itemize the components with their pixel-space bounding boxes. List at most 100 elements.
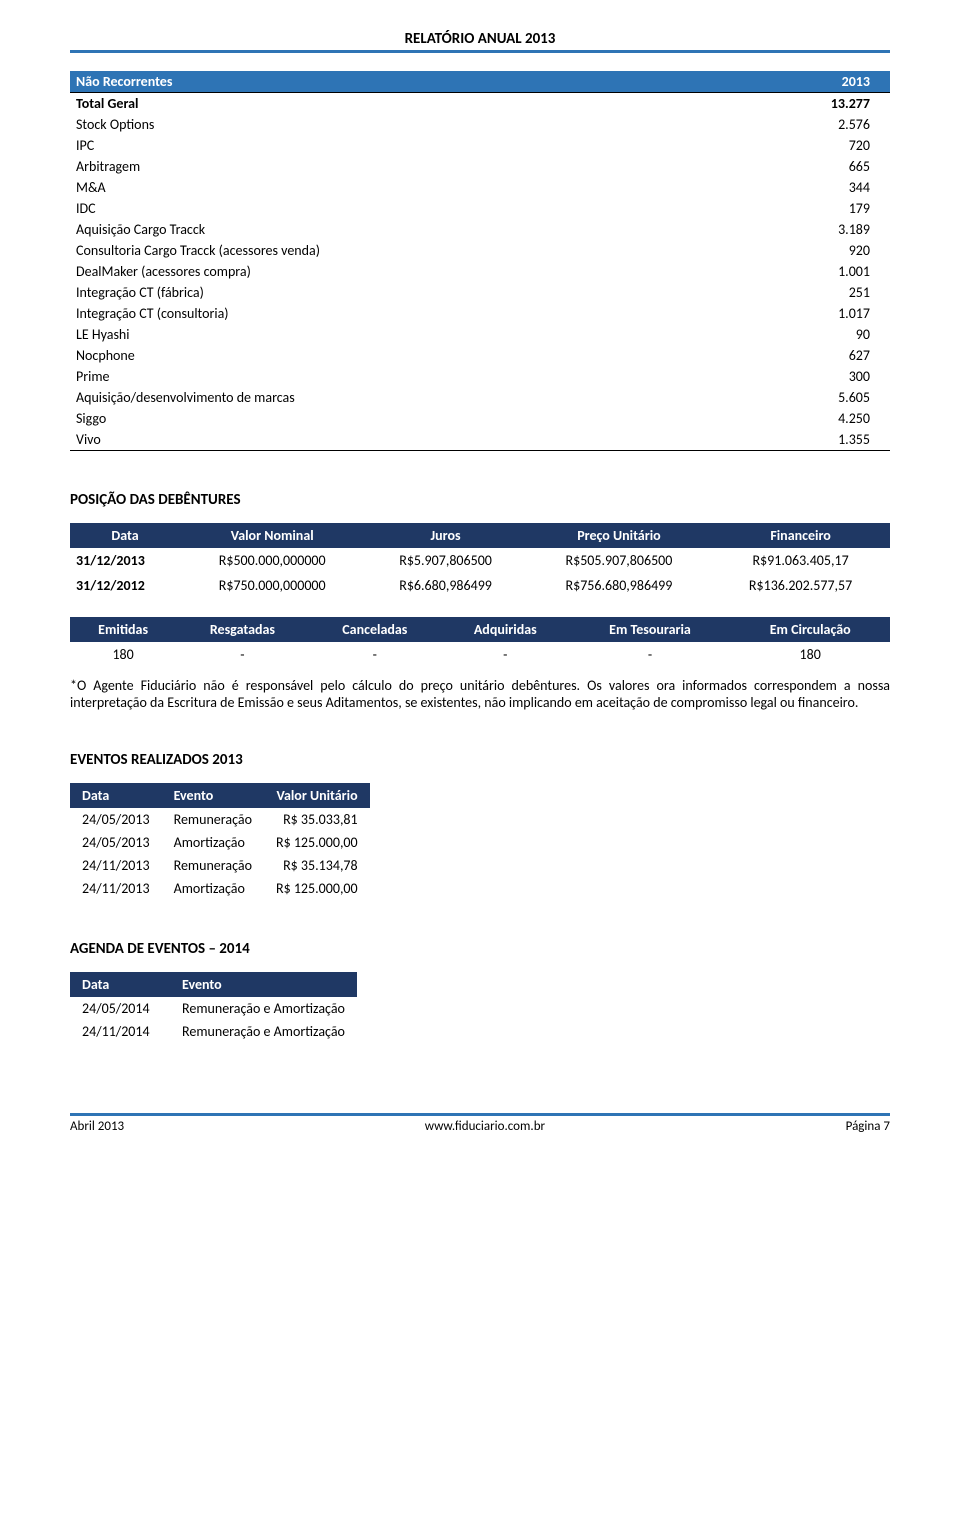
amounts-row: Integração CT (fábrica)251 bbox=[70, 282, 890, 303]
amounts-row: Vivo1.355 bbox=[70, 429, 890, 451]
position-row: 31/12/2012R$750.000,000000R$6.680,986499… bbox=[70, 573, 890, 598]
amounts-row-value: 720 bbox=[723, 135, 890, 156]
events-cell: R$ 35.033,81 bbox=[264, 808, 370, 831]
position-cell: R$136.202.577,57 bbox=[711, 573, 890, 598]
amounts-row: Consultoria Cargo Tracck (acessores vend… bbox=[70, 240, 890, 261]
amounts-row-value: 179 bbox=[723, 198, 890, 219]
amounts-row-label: Total Geral bbox=[70, 93, 723, 115]
events-cell: 24/11/2013 bbox=[70, 854, 162, 877]
footer-left: Abril 2013 bbox=[70, 1119, 124, 1134]
quantities-header-cell: Adquiridas bbox=[441, 617, 570, 642]
amounts-row: Integração CT (consultoria)1.017 bbox=[70, 303, 890, 324]
position-header-cell: Financeiro bbox=[711, 523, 890, 548]
amounts-header-row: Não Recorrentes 2013 bbox=[70, 71, 890, 93]
amounts-row-value: 5.605 bbox=[723, 387, 890, 408]
amounts-row-label: Prime bbox=[70, 366, 723, 387]
amounts-row-value: 4.250 bbox=[723, 408, 890, 429]
position-cell: R$91.063.405,17 bbox=[711, 548, 890, 573]
amounts-row: Aquisição Cargo Tracck3.189 bbox=[70, 219, 890, 240]
amounts-row: Aquisição/desenvolvimento de marcas5.605 bbox=[70, 387, 890, 408]
agenda-cell: 24/05/2014 bbox=[70, 997, 170, 1020]
agenda-header-cell: Data bbox=[70, 972, 170, 997]
amounts-row-label: Vivo bbox=[70, 429, 723, 451]
position-cell: R$756.680,986499 bbox=[527, 573, 711, 598]
agenda-table: DataEvento 24/05/2014Remuneração e Amort… bbox=[70, 972, 357, 1043]
amounts-row-label: Stock Options bbox=[70, 114, 723, 135]
events-header-cell: Valor Unitário bbox=[264, 783, 370, 808]
quantities-header-row: EmitidasResgatadasCanceladasAdquiridas Em… bbox=[70, 617, 890, 642]
amounts-row-value: 344 bbox=[723, 177, 890, 198]
quantities-header-cell: Canceladas bbox=[309, 617, 441, 642]
events-row: 24/11/2013AmortizaçãoR$ 125.000,00 bbox=[70, 877, 370, 900]
events-cell: 24/11/2013 bbox=[70, 877, 162, 900]
amounts-row-label: M&A bbox=[70, 177, 723, 198]
events-cell: Amortização bbox=[162, 831, 264, 854]
position-header-cell: Data bbox=[70, 523, 180, 548]
quantities-header-cell: Resgatadas bbox=[176, 617, 308, 642]
footer-right: Página 7 bbox=[846, 1119, 890, 1134]
events-cell: 24/05/2013 bbox=[70, 808, 162, 831]
amounts-row-label: IPC bbox=[70, 135, 723, 156]
agenda-row: 24/11/2014Remuneração e Amortização bbox=[70, 1020, 357, 1043]
events-cell: 24/05/2013 bbox=[70, 831, 162, 854]
amounts-row: DealMaker (acessores compra)1.001 bbox=[70, 261, 890, 282]
events-cell: Amortização bbox=[162, 877, 264, 900]
position-cell: 31/12/2012 bbox=[70, 573, 180, 598]
quantities-cell: - bbox=[309, 642, 441, 667]
amounts-row-value: 1.001 bbox=[723, 261, 890, 282]
footer-center: www.fiduciario.com.br bbox=[425, 1119, 545, 1134]
quantities-cell: 180 bbox=[730, 642, 890, 667]
position-table: DataValor NominalJurosPreço UnitárioFina… bbox=[70, 523, 890, 598]
amounts-row-value: 665 bbox=[723, 156, 890, 177]
events-cell: Remuneração bbox=[162, 854, 264, 877]
amounts-row-label: IDC bbox=[70, 198, 723, 219]
quantities-cell: - bbox=[570, 642, 731, 667]
amounts-row: Prime300 bbox=[70, 366, 890, 387]
position-section-title: POSIÇÃO DAS DEBÊNTURES bbox=[70, 491, 890, 509]
position-cell: R$505.907,806500 bbox=[527, 548, 711, 573]
amounts-row-label: Integração CT (consultoria) bbox=[70, 303, 723, 324]
amounts-header-right: 2013 bbox=[723, 71, 890, 93]
agenda-cell: 24/11/2014 bbox=[70, 1020, 170, 1043]
position-header-cell: Juros bbox=[364, 523, 526, 548]
amounts-row: Arbitragem665 bbox=[70, 156, 890, 177]
quantities-header-cell: Emitidas bbox=[70, 617, 176, 642]
events-header-cell: Evento bbox=[162, 783, 264, 808]
quantities-cell: - bbox=[441, 642, 570, 667]
events-section-title: EVENTOS REALIZADOS 2013 bbox=[70, 751, 890, 769]
disclaimer-text: *O Agente Fiduciário não é responsável p… bbox=[70, 677, 890, 711]
amounts-row-value: 2.576 bbox=[723, 114, 890, 135]
position-cell: R$6.680,986499 bbox=[364, 573, 526, 598]
events-row: 24/05/2013RemuneraçãoR$ 35.033,81 bbox=[70, 808, 370, 831]
amounts-row: IPC720 bbox=[70, 135, 890, 156]
position-cell: R$500.000,000000 bbox=[180, 548, 364, 573]
position-row: 31/12/2013R$500.000,000000R$5.907,806500… bbox=[70, 548, 890, 573]
amounts-row: IDC179 bbox=[70, 198, 890, 219]
position-cell: 31/12/2013 bbox=[70, 548, 180, 573]
amounts-row-label: Siggo bbox=[70, 408, 723, 429]
amounts-row-label: Consultoria Cargo Tracck (acessores vend… bbox=[70, 240, 723, 261]
amounts-row-label: Nocphone bbox=[70, 345, 723, 366]
amounts-row-label: LE Hyashi bbox=[70, 324, 723, 345]
quantities-header-cell: Em Circulação bbox=[730, 617, 890, 642]
amounts-row: Siggo4.250 bbox=[70, 408, 890, 429]
agenda-row: 24/05/2014Remuneração e Amortização bbox=[70, 997, 357, 1020]
agenda-cell: Remuneração e Amortização bbox=[170, 1020, 357, 1043]
amounts-header-left: Não Recorrentes bbox=[70, 71, 723, 93]
amounts-row: M&A344 bbox=[70, 177, 890, 198]
position-cell: R$5.907,806500 bbox=[364, 548, 526, 573]
amounts-row-label: DealMaker (acessores compra) bbox=[70, 261, 723, 282]
position-cell: R$750.000,000000 bbox=[180, 573, 364, 598]
events-header-row: DataEventoValor Unitário bbox=[70, 783, 370, 808]
events-table: DataEventoValor Unitário 24/05/2013Remun… bbox=[70, 783, 370, 900]
amounts-row: Total Geral13.277 bbox=[70, 93, 890, 115]
quantities-cell: 180 bbox=[70, 642, 176, 667]
events-header-cell: Data bbox=[70, 783, 162, 808]
events-row: 24/11/2013RemuneraçãoR$ 35.134,78 bbox=[70, 854, 370, 877]
amounts-row-value: 920 bbox=[723, 240, 890, 261]
agenda-section-title: AGENDA DE EVENTOS – 2014 bbox=[70, 940, 890, 958]
position-header-cell: Preço Unitário bbox=[527, 523, 711, 548]
amounts-row-value: 251 bbox=[723, 282, 890, 303]
position-header-row: DataValor NominalJurosPreço UnitárioFina… bbox=[70, 523, 890, 548]
amounts-row-value: 90 bbox=[723, 324, 890, 345]
